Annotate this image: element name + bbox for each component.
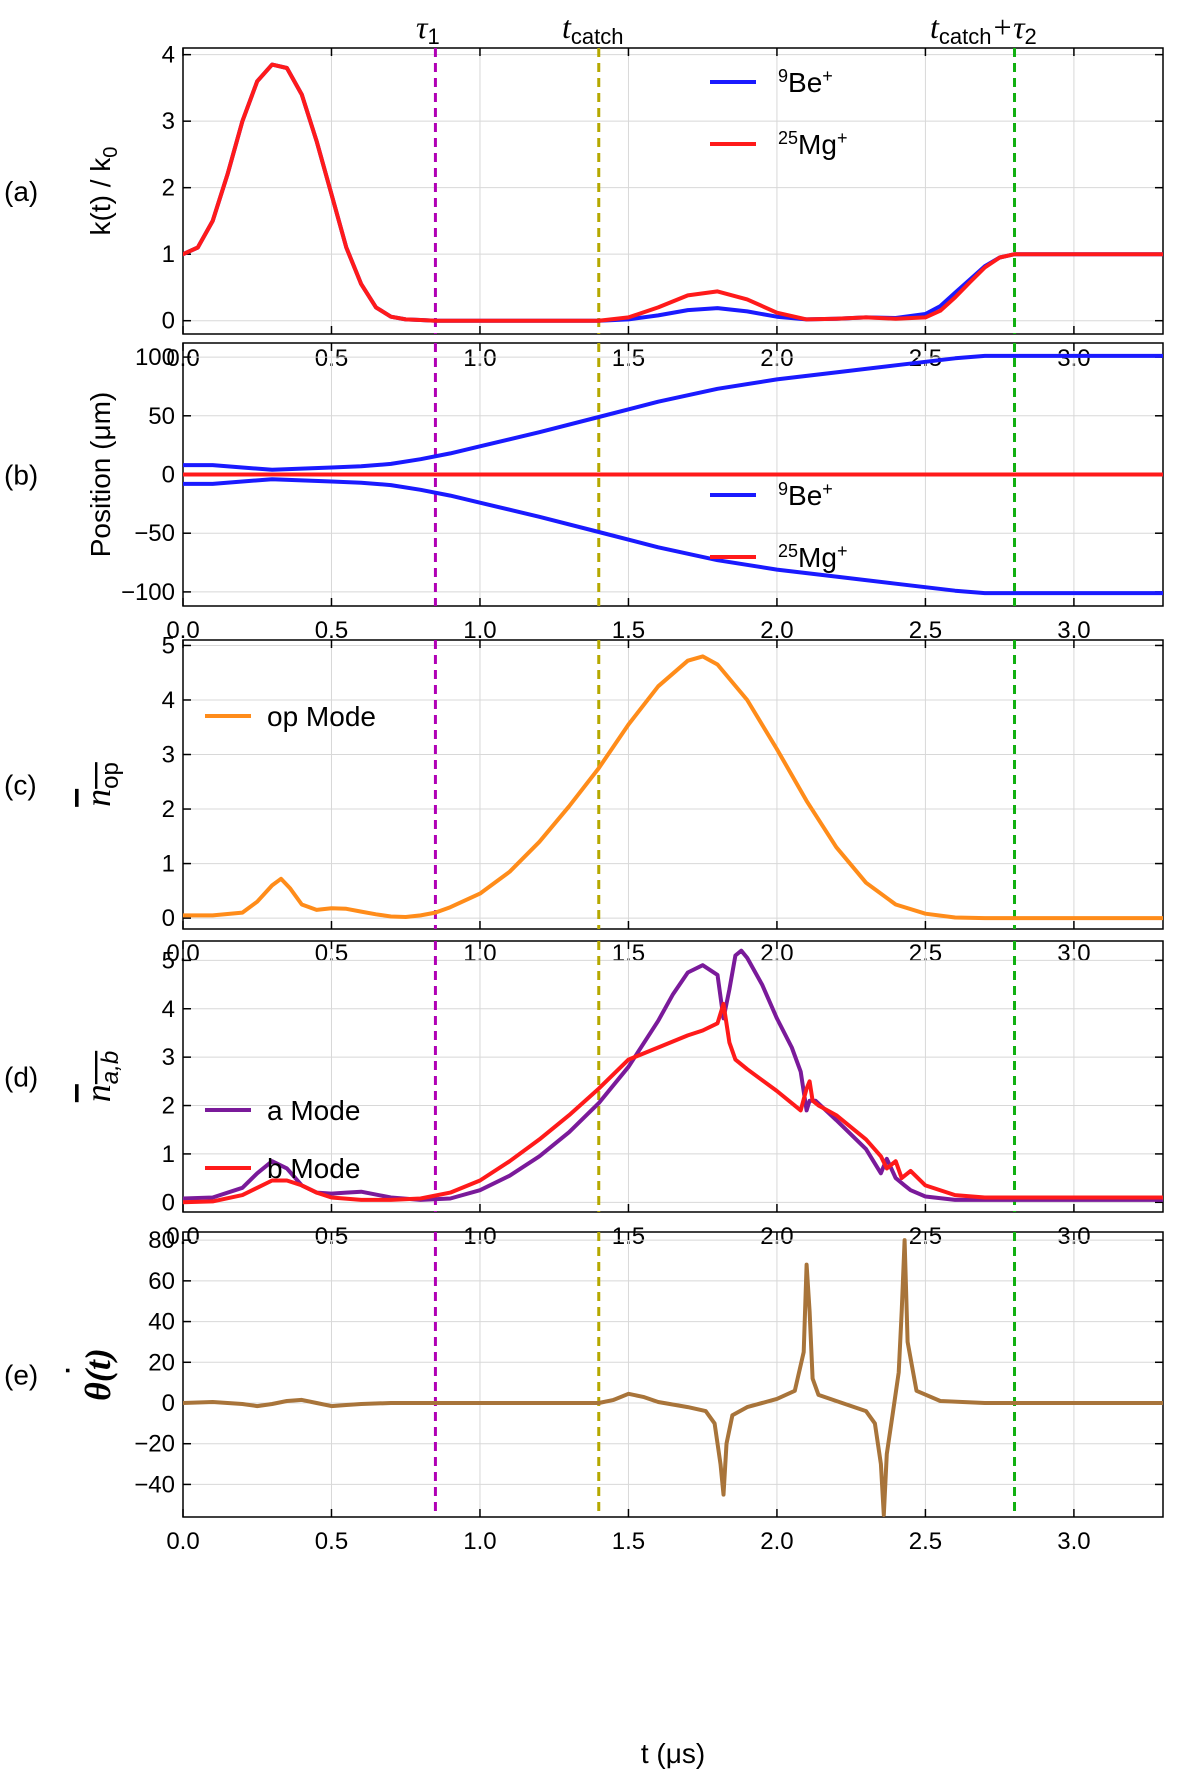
y-tick-label: −20: [134, 1431, 175, 1458]
y-tick-label: 50: [148, 403, 175, 430]
legend-entry: op Mode: [267, 701, 376, 732]
label-tcatch-plus-tau2: tcatch+τ2: [930, 9, 1037, 49]
x-tick-label: 0.5: [315, 1528, 348, 1555]
series-group: [183, 62, 1163, 323]
y-tick-label: 0: [162, 462, 175, 489]
y-tick-label: 5: [162, 632, 175, 659]
plot-frame: [182, 47, 1164, 335]
series-line-theta_dot: [183, 1238, 1163, 1517]
legend-entry: a Mode: [267, 1095, 360, 1126]
panel-label: (e): [4, 1360, 38, 1391]
legend-entry: 9Be+: [778, 479, 833, 511]
y-tick-label: 100: [135, 344, 175, 371]
y-axis-title: k(t) / k0: [85, 147, 122, 236]
y-tick-label: 4: [162, 687, 175, 714]
y-axis-title: θ(t): [78, 1348, 118, 1401]
y-tick-label: −40: [134, 1471, 175, 1498]
y-tick-label: 1: [162, 1141, 175, 1168]
x-tick-label: 0.0: [166, 1528, 199, 1555]
series-line-mg: [183, 62, 1163, 323]
y-tick-label: 40: [148, 1309, 175, 1336]
x-tick-label: 2.5: [909, 1528, 942, 1555]
legend-entry: 25Mg+: [778, 128, 847, 160]
y-tick-label: 60: [148, 1268, 175, 1295]
panel-label: (b): [4, 460, 38, 491]
y-tick-label: 4: [162, 996, 175, 1023]
x-tick-label: 2.0: [760, 1528, 793, 1555]
plot-frame: [182, 639, 1164, 930]
y-tick-label: 2: [162, 175, 175, 202]
series-group: [183, 654, 1163, 921]
y-tick-label: 1: [162, 241, 175, 268]
y-tick-label: 20: [148, 1349, 175, 1376]
y-axis-title: nop: [78, 762, 124, 807]
series-group: [183, 1238, 1163, 1517]
theta-dot-accent: ˙: [61, 1362, 102, 1380]
y-tick-label: 80: [148, 1227, 175, 1254]
y-tick-label: 2: [162, 796, 175, 823]
x-axis-title: t (μs): [641, 1738, 705, 1769]
y-tick-label: −100: [121, 579, 175, 606]
y-axis-title: na,b: [78, 1051, 124, 1102]
y-tick-label: 0: [162, 905, 175, 932]
x-tick-label: 3.0: [1057, 1528, 1090, 1555]
y-tick-label: 0: [162, 1189, 175, 1216]
y-tick-label: 3: [162, 108, 175, 135]
label-tau1: τ1: [416, 9, 440, 49]
x-tick-label: 1.0: [463, 1528, 496, 1555]
y-tick-label: 5: [162, 947, 175, 974]
plot-frame: [182, 1231, 1164, 1518]
series-line-b-mode: [183, 1001, 1163, 1205]
panel-e: 0.0 0.5 1.0 1.5 2.0 2.5 3.0 −40 −20 0 20 40 60 80 (e) θ…: [4, 1227, 1164, 1555]
y-tick-label: 3: [162, 742, 175, 769]
y-tick-label: −50: [134, 520, 175, 547]
y-tick-label: 0: [162, 1390, 175, 1417]
y-tick-label: 1: [162, 851, 175, 878]
panels: 0.0 0.5 1.0 1.5 2.0 2.5 3.0 0 1 2 3 4 (a) k(t) / k0 9B…: [4, 42, 1164, 1555]
panel-label: (c): [4, 770, 37, 801]
series-line-op-mode: [183, 654, 1163, 921]
panel-label: (d): [4, 1062, 38, 1093]
y-tick-label: 4: [162, 42, 175, 69]
legend-entry: b Mode: [267, 1153, 360, 1184]
y-tick-label: 2: [162, 1093, 175, 1120]
y-tick-label: 0: [162, 308, 175, 335]
series-line-be: [183, 477, 1163, 596]
series-line-be: [183, 353, 1163, 472]
series-group: [183, 948, 1163, 1205]
series-line-a-mode: [183, 948, 1163, 1202]
series-group: [183, 353, 1163, 596]
label-tcatch: tcatch: [562, 9, 623, 49]
legend-entry: 9Be+: [778, 66, 833, 98]
legend-entry: 25Mg+: [778, 541, 847, 573]
panel-label: (a): [4, 176, 38, 207]
y-tick-label: 3: [162, 1044, 175, 1071]
y-axis-title: Position (μm): [85, 392, 116, 558]
x-tick-label: 1.5: [612, 1528, 645, 1555]
plot-frame: [182, 940, 1164, 1213]
